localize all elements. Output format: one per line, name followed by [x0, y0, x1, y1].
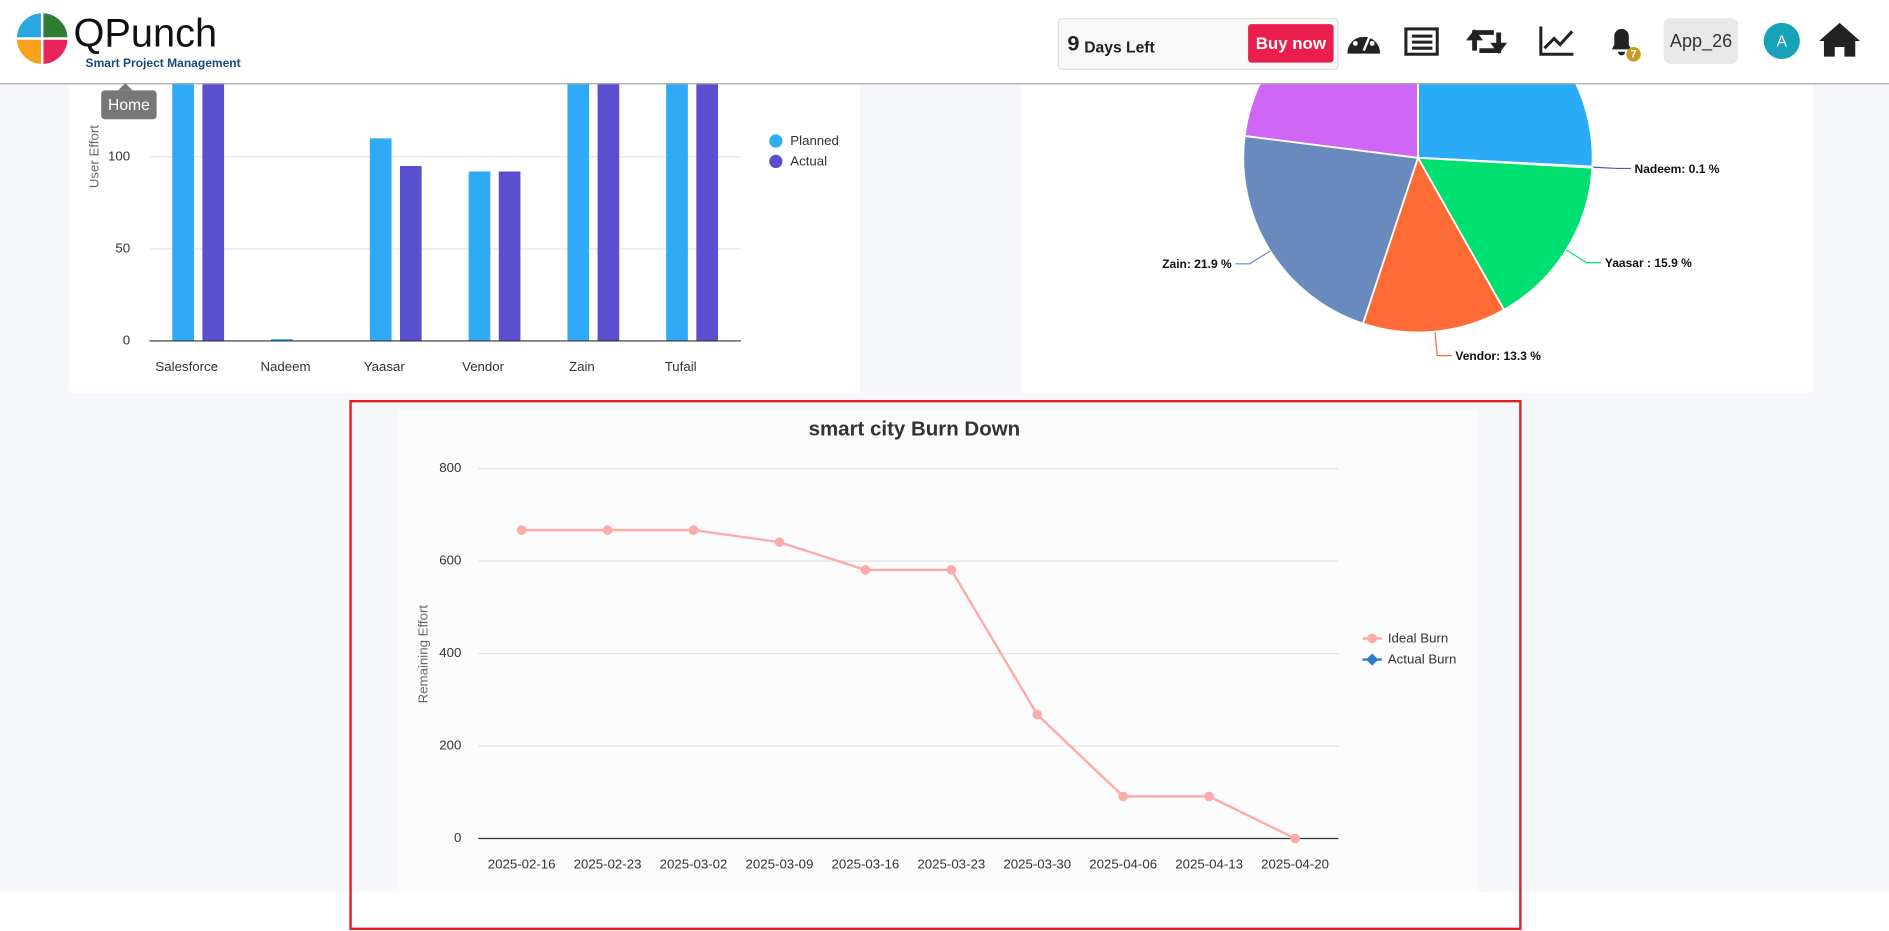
- pie-label: Vendor: 13.3 %: [1455, 349, 1541, 363]
- avatar-letter[interactable]: A: [1777, 33, 1788, 50]
- line-series: [521, 528, 1296, 840]
- header-bar: [0, 0, 1889, 84]
- bars: [172, 83, 719, 341]
- bar: [399, 165, 422, 341]
- bar: [271, 339, 293, 341]
- x-tick-label: Nadeem: [260, 359, 310, 374]
- line-point: [1118, 791, 1129, 802]
- home-tooltip: Home: [101, 83, 157, 120]
- days-number: 9: [1067, 30, 1079, 55]
- legend-marker: [769, 134, 783, 148]
- line-point: [688, 525, 699, 535]
- header: QPunch Smart Project Management Home 9 D…: [0, 0, 1889, 120]
- y-tick-label: 400: [439, 645, 461, 660]
- y-tick-label: 0: [454, 830, 461, 845]
- buy-button[interactable]: [1248, 24, 1334, 63]
- legend-marker: [769, 154, 783, 169]
- tagline: Smart Project Management: [86, 56, 241, 70]
- pie-leader: [1565, 249, 1602, 264]
- legend-label: Actual: [790, 154, 827, 169]
- x-tick-label: 2025-03-23: [917, 856, 985, 871]
- bar: [468, 171, 491, 341]
- pie-label: Nadeem: 0.1 %: [1635, 162, 1720, 176]
- highlight-box: [349, 399, 1522, 931]
- y-tick-label: 600: [439, 553, 461, 568]
- x-tick-label: Yaasar: [364, 359, 406, 374]
- buy-button-text[interactable]: Buy now: [1256, 34, 1327, 53]
- x-tick-label: 2025-02-23: [574, 856, 642, 871]
- x-tick-label: Salesforce: [155, 359, 218, 374]
- bar: [498, 171, 521, 341]
- line-point: [946, 565, 957, 575]
- line-point: [774, 537, 785, 547]
- pie-label: Zain: 21.9 %: [1162, 257, 1232, 271]
- notification-count: 7: [1631, 49, 1637, 61]
- retweet-icon[interactable]: [1466, 29, 1508, 55]
- brand: QPunch: [73, 12, 217, 56]
- x-tick-label: 2025-02-16: [488, 856, 556, 871]
- x-tick-label: Vendor: [462, 359, 505, 374]
- logo[interactable]: [14, 10, 70, 67]
- home-icon[interactable]: [1819, 22, 1861, 57]
- x-tick-label: 2025-04-20: [1261, 856, 1329, 871]
- bar: [666, 83, 688, 341]
- y-tick-label: 800: [439, 460, 461, 475]
- bar: [696, 83, 719, 341]
- list-icon[interactable]: [1404, 27, 1439, 56]
- legend-marker: [1367, 633, 1377, 644]
- y-tick-label: 200: [439, 738, 461, 753]
- legend-label: Planned: [790, 133, 839, 148]
- legend-label: Ideal Burn: [1388, 631, 1448, 646]
- line-point: [1032, 709, 1043, 720]
- y-tick-label: 100: [108, 148, 130, 163]
- line-point: [860, 565, 871, 575]
- bar: [567, 83, 590, 341]
- x-tick-label: 2025-03-02: [660, 856, 728, 871]
- burn-card: [398, 409, 1479, 892]
- x-tick-label: 2025-03-30: [1003, 856, 1071, 871]
- y-axis-label: User Effort: [87, 125, 102, 188]
- y-axis-label: Remaining Effort: [416, 605, 431, 704]
- bell-icon[interactable]: 7: [1611, 28, 1641, 62]
- bar: [369, 138, 392, 341]
- pie-label: Yaasar : 15.9 %: [1605, 256, 1692, 270]
- tooltip-text: Home: [108, 97, 150, 114]
- x-tick-label: 2025-03-09: [746, 856, 814, 871]
- days-text: Days Left: [1084, 39, 1155, 56]
- line-point: [602, 525, 613, 535]
- legend-label: Actual Burn: [1388, 652, 1456, 667]
- trend-icon[interactable]: [1539, 26, 1574, 56]
- chart-title: smart city Burn Down: [809, 417, 1021, 440]
- line-point: [1290, 833, 1300, 844]
- pie-leader: [1434, 331, 1452, 357]
- pie-leader: [1592, 166, 1631, 170]
- x-tick-label: 2025-03-16: [832, 856, 900, 871]
- pie-leader: [1235, 250, 1271, 265]
- x-tick-label: 2025-04-06: [1089, 856, 1157, 871]
- line-point: [1204, 791, 1214, 802]
- y-tick-label: 0: [123, 332, 130, 347]
- avatar[interactable]: [1763, 22, 1800, 60]
- x-tick-label: Zain: [569, 359, 595, 374]
- line-point: [516, 525, 527, 535]
- app-name[interactable]: App_26: [1670, 31, 1732, 52]
- x-tick-label: 2025-04-13: [1175, 856, 1243, 871]
- dashboard-icon[interactable]: [1347, 32, 1381, 54]
- x-tick-label: Tufail: [665, 359, 697, 374]
- effort-card: [68, 72, 861, 393]
- legend-marker: [1366, 653, 1379, 666]
- bar: [597, 83, 620, 341]
- bar: [202, 83, 225, 341]
- y-tick-label: 50: [115, 240, 130, 255]
- app-button[interactable]: [1663, 18, 1739, 64]
- bar: [172, 83, 194, 341]
